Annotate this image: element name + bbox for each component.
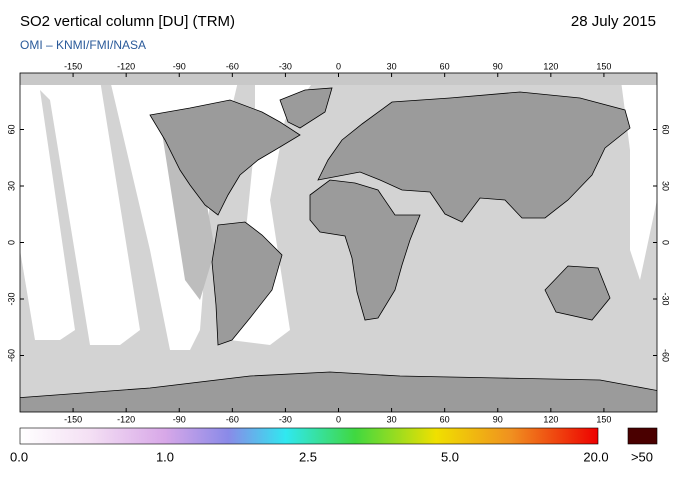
- lon-tick-label: -150: [64, 61, 82, 71]
- lat-tick-label: 0: [661, 240, 671, 245]
- eurasia: [317, 91, 631, 223]
- lon-tick-label: 150: [596, 414, 611, 424]
- title: SO2 vertical column [DU] (TRM): [20, 13, 235, 30]
- australia: [544, 265, 611, 321]
- colorbar-label: 1.0: [156, 449, 174, 464]
- africa: [309, 179, 421, 321]
- lon-tick-label: -150: [64, 414, 82, 424]
- lat-tick-label: 30: [661, 181, 671, 191]
- lon-tick-label: -60: [226, 414, 239, 424]
- lon-tick-label: 150: [596, 61, 611, 71]
- lon-tick-label: -30: [279, 61, 292, 71]
- lat-tick-label: -30: [6, 292, 16, 305]
- lat-tick-label: 0: [6, 240, 16, 245]
- lat-tick-label: -60: [6, 349, 16, 362]
- colorbar: [19, 427, 599, 445]
- greenland: [279, 87, 333, 129]
- lat-tick-label: -60: [661, 349, 671, 362]
- north-america: [149, 99, 301, 216]
- lon-tick-label: -30: [279, 414, 292, 424]
- colorbar-label: 2.5: [299, 449, 317, 464]
- lat-tick-label: -30: [661, 292, 671, 305]
- lon-tick-label: 120: [543, 414, 558, 424]
- lon-tick-label: 0: [336, 61, 341, 71]
- lon-tick-label: 90: [493, 61, 503, 71]
- lon-tick-label: 30: [387, 414, 397, 424]
- lon-tick-label: 60: [440, 414, 450, 424]
- lon-tick-label: 0: [336, 414, 341, 424]
- lat-tick-label: 60: [661, 124, 671, 134]
- date: 28 July 2015: [571, 13, 656, 30]
- continents: [20, 87, 657, 412]
- antarctica: [20, 371, 657, 412]
- colorbar-overflow: [627, 427, 658, 445]
- lon-tick-label: -90: [173, 414, 186, 424]
- colorbar-label: 5.0: [441, 449, 459, 464]
- lon-tick-label: -120: [117, 61, 135, 71]
- lon-tick-label: 60: [440, 61, 450, 71]
- colorbar-label: 20.0: [583, 449, 608, 464]
- source: OMI – KNMI/FMI/NASA: [20, 38, 146, 52]
- lat-tick-label: 30: [6, 181, 16, 191]
- lon-tick-label: 30: [387, 61, 397, 71]
- lon-tick-label: -120: [117, 414, 135, 424]
- lon-tick-label: 120: [543, 61, 558, 71]
- colorbar-label: 0.0: [10, 449, 28, 464]
- colorbar-label: >50: [631, 449, 653, 464]
- lat-tick-label: 60: [6, 124, 16, 134]
- lon-tick-label: -90: [173, 61, 186, 71]
- lon-tick-label: 90: [493, 414, 503, 424]
- south-america: [211, 221, 283, 346]
- map: [20, 73, 657, 412]
- lon-tick-label: -60: [226, 61, 239, 71]
